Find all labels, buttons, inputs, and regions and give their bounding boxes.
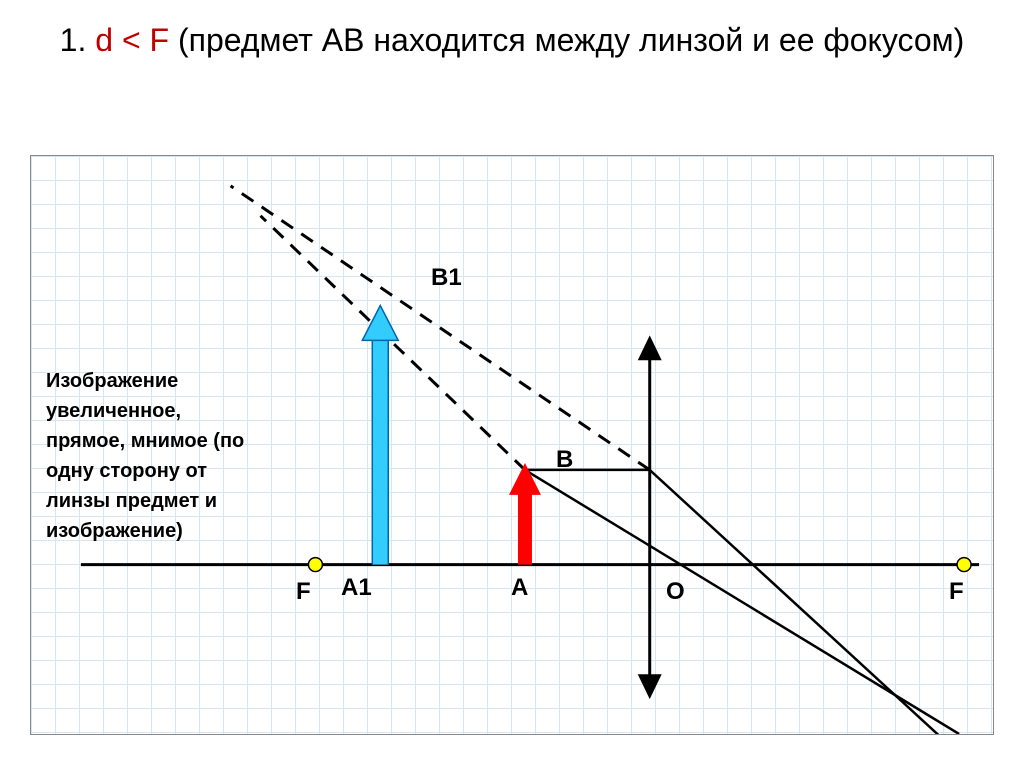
ray-diagram: [31, 156, 993, 734]
diagram-area: Изображение увеличенное, прямое, мнимое …: [30, 155, 994, 735]
label-B1: В1: [431, 264, 462, 292]
title: 1. d < F (предмет АВ находится между лин…: [0, 0, 1024, 72]
label-A: А: [511, 574, 528, 602]
lens-arrow-down: [638, 674, 662, 699]
label-F-left: F: [296, 578, 311, 606]
ray-through-center: [525, 470, 959, 734]
ray-refracted-through-focus: [650, 470, 959, 734]
ray-extension-2: [261, 216, 525, 470]
title-prefix: 1.: [60, 22, 96, 58]
label-O: О: [666, 578, 685, 606]
label-F-right: F: [949, 578, 964, 606]
lens-arrow-up: [638, 335, 662, 360]
title-formula: d < F: [95, 22, 169, 58]
title-suffix: (предмет АВ находится между линзой и ее …: [169, 22, 964, 58]
ray-extension-1: [231, 186, 650, 470]
object-arrow-head: [509, 463, 541, 495]
label-B: В: [556, 446, 573, 474]
focal-point-right: [957, 558, 971, 572]
image-arrow-head: [362, 305, 398, 340]
label-A1: А1: [341, 574, 372, 602]
focal-point-left: [308, 558, 322, 572]
